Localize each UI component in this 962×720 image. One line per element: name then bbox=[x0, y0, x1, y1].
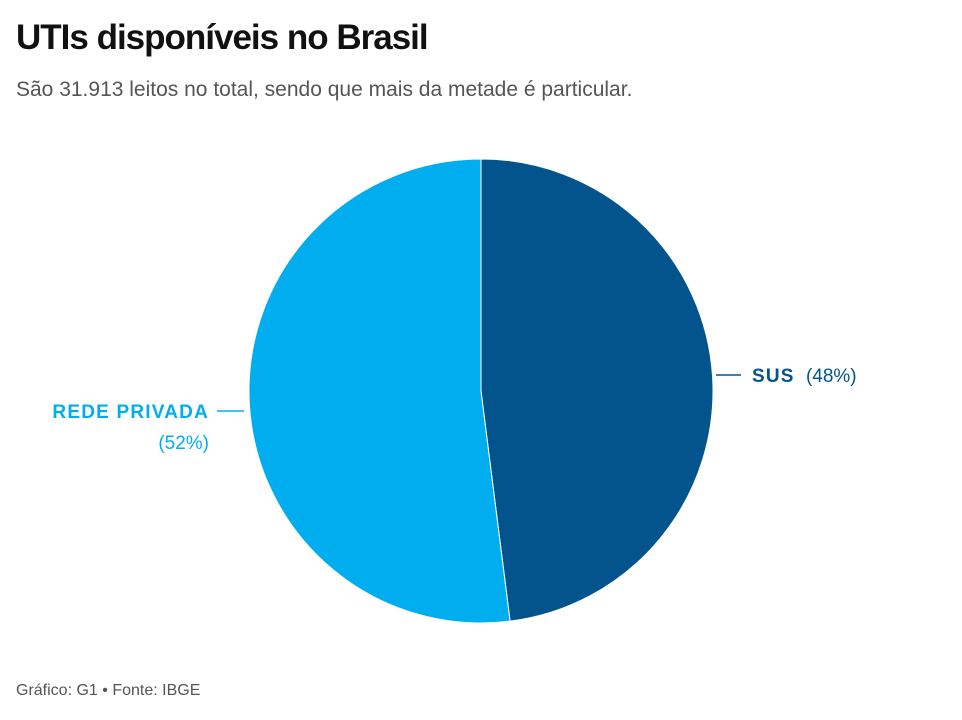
chart-subtitle: São 31.913 leitos no total, sendo que ma… bbox=[16, 78, 633, 101]
pie-slice-sus bbox=[480, 158, 714, 622]
chart-footer: Gráfico: G1 • Fonte: IBGE bbox=[16, 682, 200, 700]
chart-title: UTIs disponíveis no Brasil bbox=[16, 18, 429, 57]
footer-separator: • bbox=[102, 682, 108, 699]
footer-source: Fonte: IBGE bbox=[112, 682, 201, 699]
sus-label: SUS (48%) bbox=[752, 366, 857, 387]
sus-label-name: SUS bbox=[752, 366, 795, 387]
pie-slices bbox=[248, 158, 714, 624]
pie-slice-rede-privada bbox=[248, 158, 511, 624]
footer-credit: Gráfico: G1 bbox=[16, 682, 98, 699]
rede-privada-label-value: (52%) bbox=[158, 433, 209, 454]
rede-privada-label-name: REDE PRIVADA bbox=[52, 402, 209, 423]
sus-label-value: (48%) bbox=[806, 366, 857, 387]
